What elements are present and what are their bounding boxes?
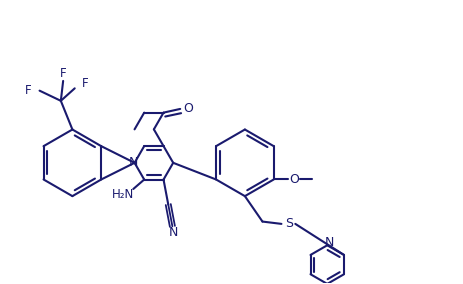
Text: S: S <box>285 217 293 230</box>
Text: F: F <box>25 84 31 97</box>
Text: O: O <box>288 173 298 186</box>
Text: O: O <box>183 103 193 115</box>
Text: H₂N: H₂N <box>112 189 134 202</box>
Text: F: F <box>81 77 88 90</box>
Text: N: N <box>169 226 178 239</box>
Text: N: N <box>324 236 333 249</box>
Text: F: F <box>60 66 66 80</box>
Text: N: N <box>129 156 138 169</box>
